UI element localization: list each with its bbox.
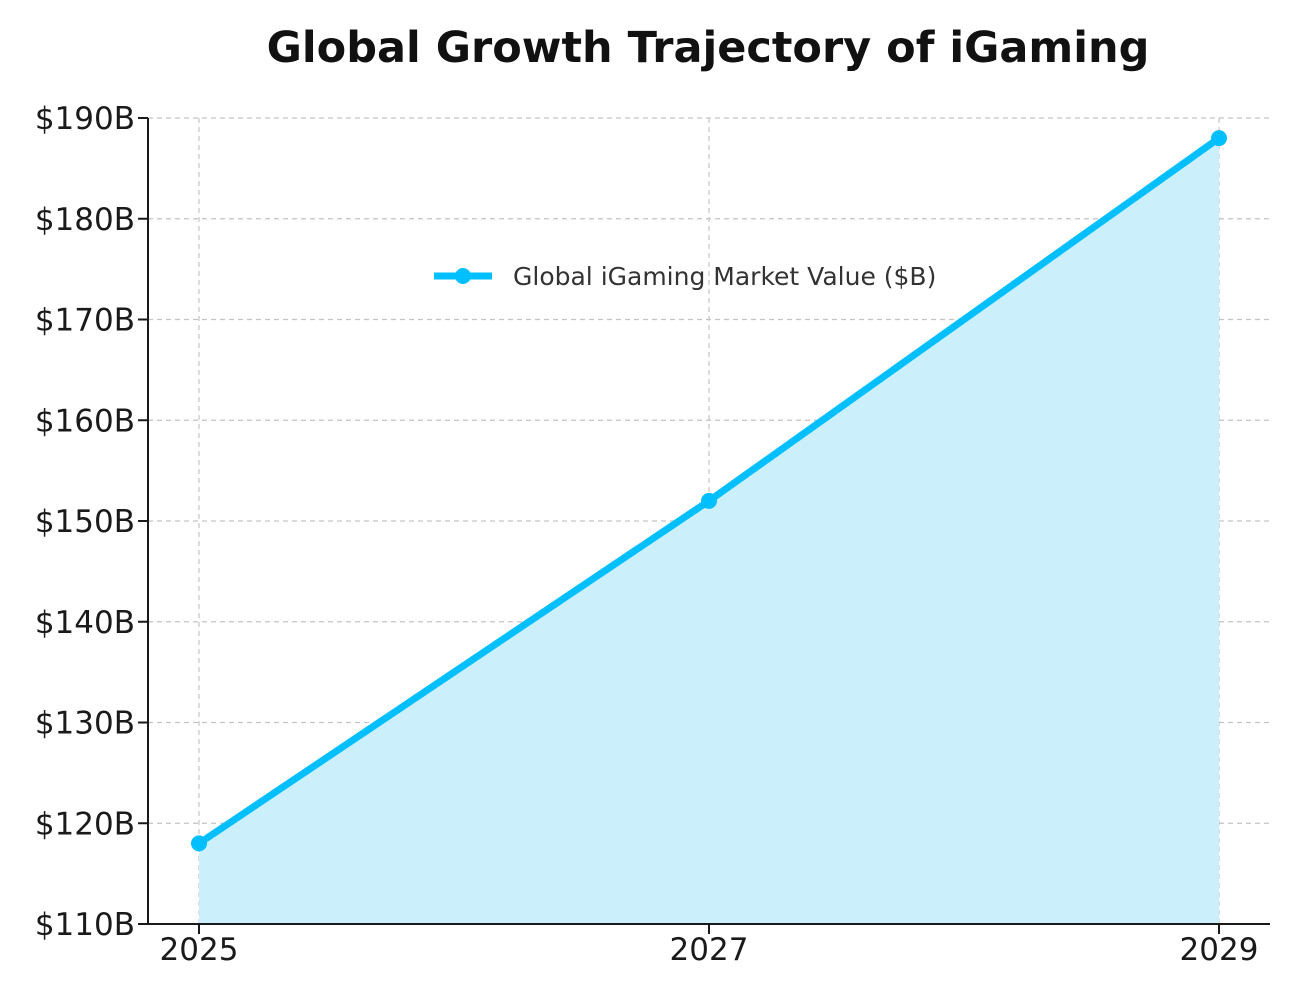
- y-tick-label: $150B: [35, 504, 135, 540]
- data-point-marker: [191, 835, 207, 852]
- series-layer: [191, 130, 1227, 852]
- axes: $110B $120B $130B $140B $150B $160B $170B $180B…: [35, 101, 1270, 968]
- area-fill-layer: [199, 138, 1219, 924]
- data-point-marker: [701, 492, 717, 509]
- y-tick-label: $190B: [35, 101, 135, 137]
- x-tick-label: 2029: [1180, 932, 1259, 968]
- y-tick-label: $180B: [35, 202, 135, 238]
- chart-title: Global Growth Trajectory of iGaming: [267, 23, 1150, 73]
- legend-marker-swatch: [455, 268, 471, 284]
- x-tick-label: 2027: [670, 932, 749, 968]
- data-point-marker: [1211, 130, 1227, 147]
- legend: Global iGaming Market Value ($B): [434, 262, 936, 291]
- y-tick-label: $130B: [35, 706, 135, 742]
- y-tick-label: $110B: [35, 907, 135, 943]
- y-tick-label: $170B: [35, 303, 135, 339]
- y-tick-label: $160B: [35, 403, 135, 439]
- legend-label: Global iGaming Market Value ($B): [513, 262, 936, 291]
- x-tick-label: 2025: [160, 932, 239, 968]
- series-area-fill: [199, 138, 1219, 924]
- y-tick-label: $120B: [35, 806, 135, 842]
- y-tick-label: $140B: [35, 605, 135, 641]
